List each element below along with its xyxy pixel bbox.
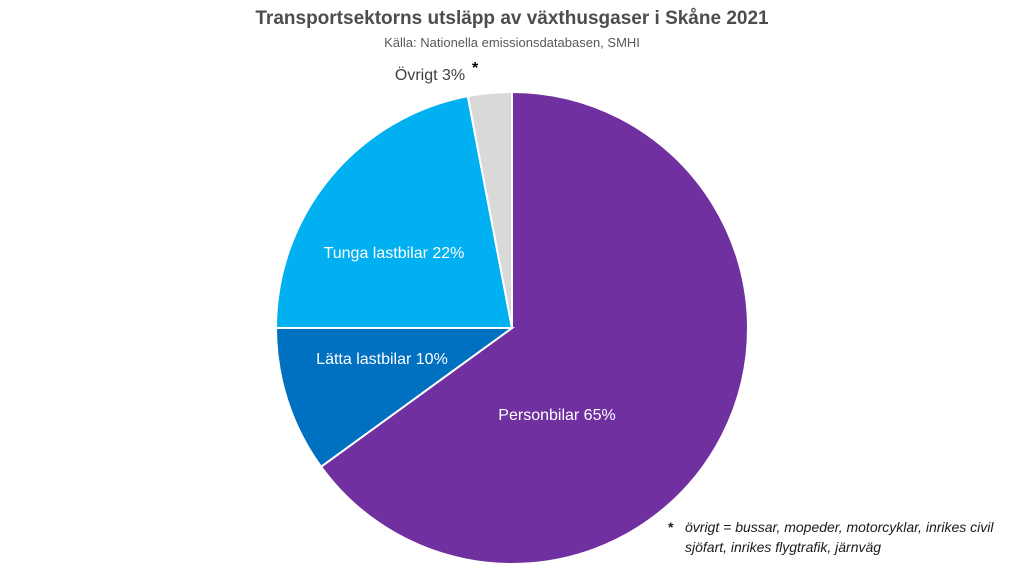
footnote: * övrigt = bussar, mopeder, motorcyklar,… — [668, 518, 1018, 557]
chart-title: Transportsektorns utsläpp av växthusgase… — [255, 8, 769, 29]
pie-slice — [319, 90, 749, 565]
slice-label: Övrigt 3% — [395, 66, 465, 84]
pie-slice — [274, 95, 514, 329]
slice-label: Tunga lastbilar 22% — [324, 245, 465, 262]
slice-label-marker: * — [472, 60, 479, 77]
footnote-marker: * — [668, 519, 674, 535]
chart-subtitle: Källa: Nationella emissionsdatabasen, SM… — [384, 35, 640, 50]
footnote-text: övrigt = bussar, mopeder, motorcyklar, i… — [685, 519, 994, 555]
slice-label: Personbilar 65% — [498, 407, 615, 424]
pie-slice — [466, 90, 513, 329]
slice-label: Lätta lastbilar 10% — [316, 351, 448, 368]
pie-slice — [274, 327, 516, 469]
